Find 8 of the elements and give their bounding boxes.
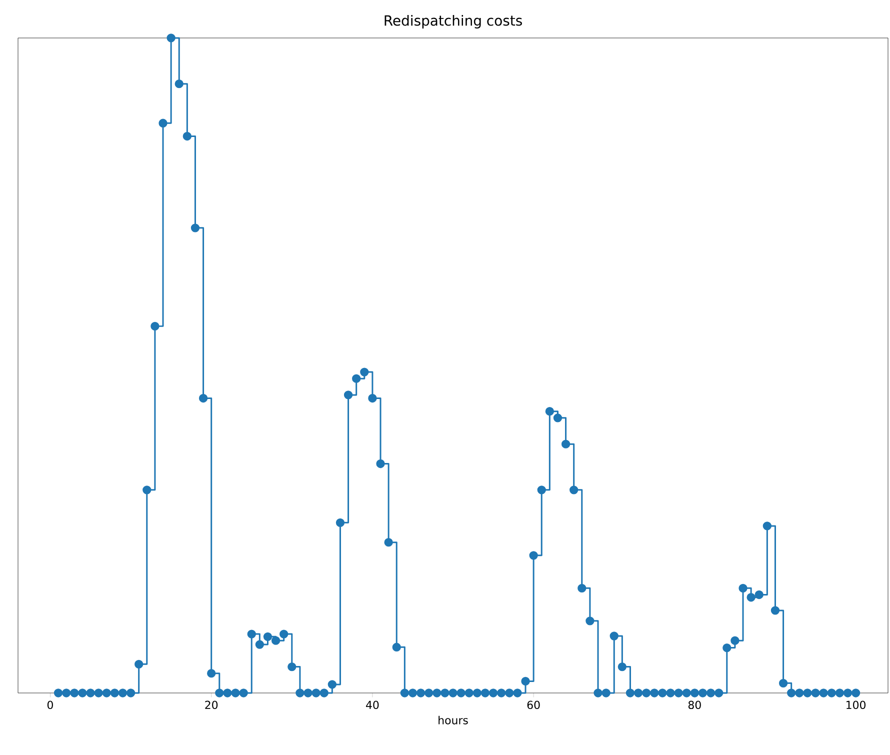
x-tick-label: 0: [47, 700, 53, 710]
x-axis-title: hours: [438, 716, 468, 724]
chart-title: Redispatching costs: [384, 14, 522, 28]
x-tick-label: 100: [846, 700, 866, 710]
x-tick-label: 80: [688, 700, 701, 710]
x-tick-label: 60: [527, 700, 540, 710]
x-tick-label: 40: [366, 700, 379, 710]
x-tick-label: 20: [205, 700, 218, 710]
